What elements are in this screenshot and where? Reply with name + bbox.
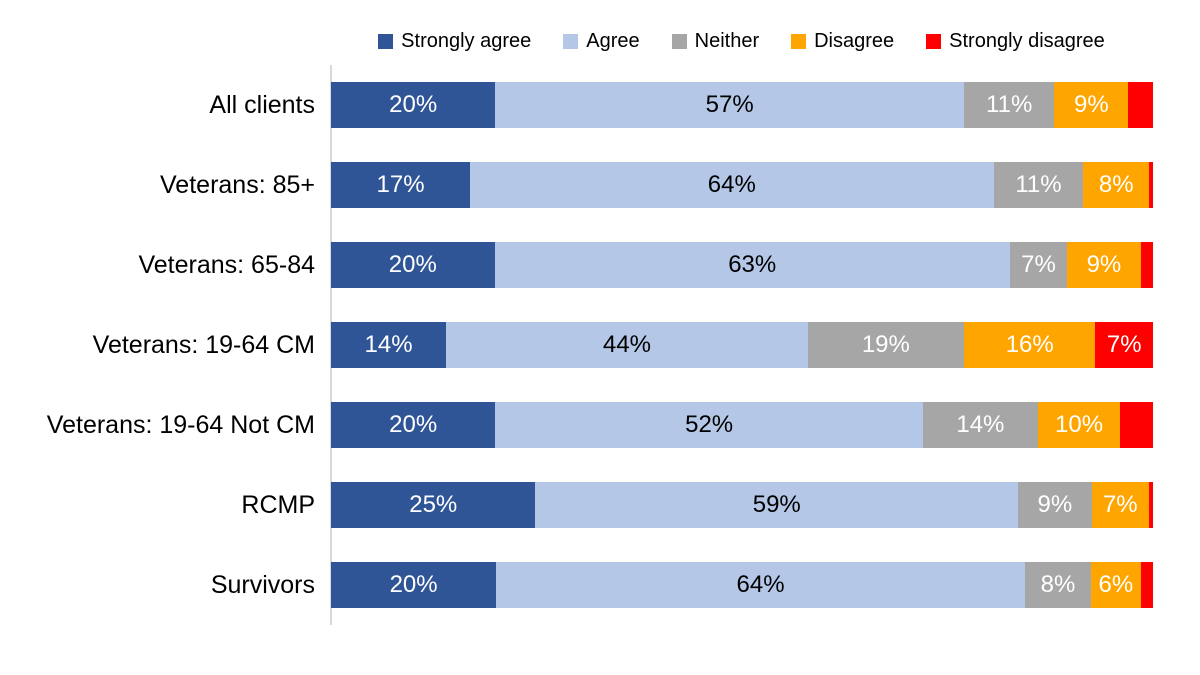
bar-segment-strongly-agree: 20% [331, 82, 496, 128]
bar-segment-strongly-agree: 20% [331, 402, 496, 448]
bar-segment-strongly-agree: 25% [331, 482, 536, 528]
bar-track: 17% 64% 11% 8% [331, 162, 1154, 208]
bar-segment-disagree: 16% [963, 322, 1096, 368]
legend-color-swatch [378, 34, 394, 49]
bar-segment-neither: 8% [1024, 562, 1092, 608]
bar-track: 25% 59% 9% 7% [331, 482, 1153, 528]
bar-segment-neither: 14% [922, 402, 1038, 448]
chart-row: Survivors 20% 64% 8% 6% [0, 545, 1153, 625]
chart-row: Veterans: 19-64 Not CM 20% 52% 14% 10% [0, 385, 1153, 465]
bar-track: 14% 44% 19% 16% 7% [331, 322, 1154, 368]
legend-color-swatch [791, 34, 807, 49]
bar-segment-agree: 64% [496, 562, 1025, 608]
legend-color-swatch [563, 34, 579, 49]
bar-segment-neither: 11% [963, 82, 1055, 128]
bar-segment-strongly-agree: 20% [331, 562, 497, 608]
legend-label: Neither [694, 30, 760, 52]
bar-segment-strongly-agree: 20% [331, 242, 495, 288]
bar-track: 20% 52% 14% 10% [331, 402, 1153, 448]
bar-segment-neither: 11% [993, 162, 1084, 208]
bar-segment-strongly-disagree: 7% [1095, 322, 1154, 368]
chart-row: Veterans: 85+ 17% 64% 11% 8% [0, 145, 1154, 225]
bar-segment-agree: 44% [446, 322, 808, 368]
bar-segment-strongly-agree: 14% [331, 322, 447, 368]
legend-label: Strongly disagree [949, 30, 1105, 52]
bar-segment-disagree: 9% [1067, 242, 1141, 288]
bar-segment-strongly-disagree [1140, 242, 1153, 288]
bar-segment-strongly-disagree [1128, 82, 1154, 128]
bar-segment-neither: 19% [807, 322, 964, 368]
legend-label: Disagree [814, 30, 895, 52]
category-label: Veterans: 19-64 Not CM [46, 410, 315, 439]
category-label: Veterans: 85+ [160, 170, 315, 199]
bar-segment-neither: 7% [1009, 242, 1068, 288]
legend-item-disagree: Disagree [791, 30, 894, 53]
chart-legend: Strongly agree Agree Neither Disagree Strong… [330, 30, 1153, 53]
category-label: Veterans: 19-64 CM [92, 330, 315, 359]
bar-track: 20% 63% 7% 9% [331, 242, 1153, 288]
chart-row: Veterans: 65-84 20% 63% 7% 9% [0, 225, 1153, 305]
chart-row: RCMP 25% 59% 9% 7% [0, 465, 1153, 545]
bar-segment-disagree: 7% [1091, 482, 1149, 528]
bar-segment-strongly-disagree [1148, 482, 1153, 528]
category-label: RCMP [241, 490, 315, 519]
bar-segment-strongly-disagree [1140, 562, 1153, 608]
bar-segment-agree: 64% [470, 162, 994, 208]
chart-row: Veterans: 19-64 CM 14% 44% 19% 16% 7% [0, 305, 1154, 385]
legend-label: Agree [586, 30, 640, 52]
bar-segment-agree: 57% [495, 82, 964, 128]
bar-segment-strongly-disagree [1120, 402, 1153, 448]
category-label: Veterans: 65-84 [138, 250, 315, 279]
legend-label: Strongly agree [401, 30, 532, 52]
legend-color-swatch [671, 34, 687, 49]
legend-item-strongly-agree: Strongly agree [378, 30, 531, 53]
category-label: Survivors [210, 570, 315, 599]
bar-segment-strongly-agree: 17% [331, 162, 471, 208]
legend-item-neither: Neither [671, 30, 760, 53]
legend-item-strongly-disagree: Strongly disagree [926, 30, 1105, 53]
chart-plot-area: All clients 20% 57% 11% 9% Veterans: 85+ 17% 64… [0, 65, 1154, 625]
bar-segment-agree: 63% [494, 242, 1010, 288]
bar-segment-disagree: 9% [1054, 82, 1129, 128]
category-label: All clients [209, 90, 315, 119]
chart-row: All clients 20% 57% 11% 9% [0, 65, 1154, 145]
bar-segment-disagree: 6% [1091, 562, 1141, 608]
bar-track: 20% 57% 11% 9% [331, 82, 1154, 128]
bar-track: 20% 64% 8% 6% [331, 562, 1153, 608]
legend-item-agree: Agree [563, 30, 640, 53]
bar-segment-disagree: 10% [1037, 402, 1121, 448]
bar-segment-neither: 9% [1018, 482, 1092, 528]
bar-segment-agree: 52% [495, 402, 923, 448]
bar-segment-disagree: 8% [1083, 162, 1149, 208]
legend-color-swatch [926, 34, 942, 49]
bar-segment-strongly-disagree [1148, 162, 1154, 208]
bar-segment-agree: 59% [535, 482, 1019, 528]
